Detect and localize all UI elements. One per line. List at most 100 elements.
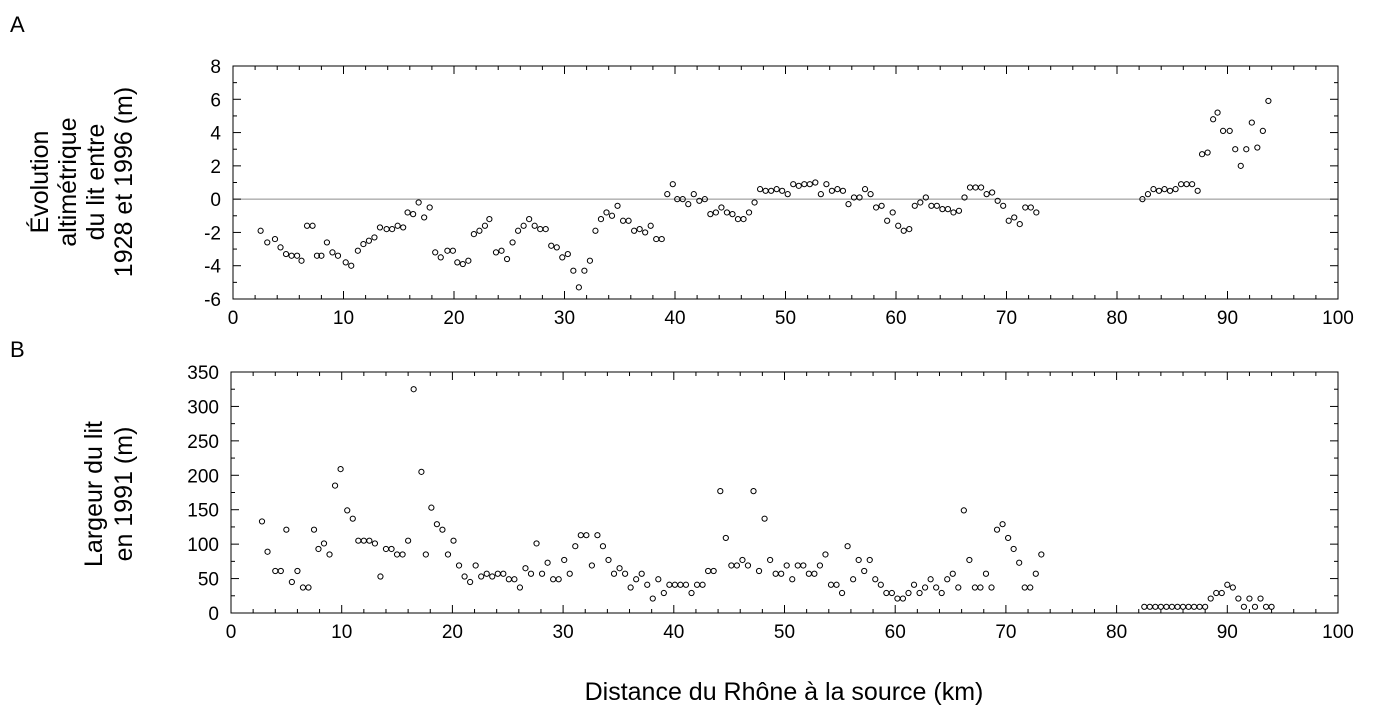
data-point-b xyxy=(1016,559,1023,566)
data-point-b xyxy=(1202,603,1209,610)
data-points-a xyxy=(257,97,1272,291)
data-point-b xyxy=(572,543,579,550)
data-point-b xyxy=(422,551,429,558)
data-point-b xyxy=(277,567,284,575)
data-point-a xyxy=(264,239,271,246)
panel-a: A Évolution altimétrique du lit entre 19… xyxy=(10,12,1354,329)
data-point-a xyxy=(376,224,384,231)
data-point-a xyxy=(966,184,974,191)
data-point-b xyxy=(478,573,485,580)
data-point-b xyxy=(489,573,496,580)
x-tick-label: 70 xyxy=(995,622,1016,643)
data-point-a xyxy=(421,214,428,221)
data-point-b xyxy=(1262,603,1270,610)
data-point-b xyxy=(921,584,929,591)
data-point-a xyxy=(1237,162,1244,169)
data-point-a xyxy=(329,249,336,256)
plot-frame-b xyxy=(230,371,1339,614)
data-point-a xyxy=(415,199,422,206)
data-point-a xyxy=(1210,116,1217,123)
data-point-b xyxy=(583,532,590,539)
data-point-b xyxy=(533,540,540,547)
data-point-a xyxy=(383,226,390,233)
data-point-a xyxy=(1139,196,1146,203)
data-point-b xyxy=(1235,595,1242,602)
data-point-b xyxy=(377,573,384,580)
data-point-a xyxy=(313,252,321,259)
data-point-b xyxy=(294,567,301,575)
data-point-b xyxy=(283,526,290,533)
data-point-b xyxy=(544,559,551,566)
data-point-a xyxy=(465,257,472,264)
data-point-a xyxy=(669,181,676,188)
data-point-b xyxy=(588,562,595,569)
data-point-a xyxy=(718,204,725,211)
data-point-a xyxy=(459,260,466,268)
data-point-b xyxy=(1032,570,1039,577)
data-point-b xyxy=(310,526,318,533)
data-point-b xyxy=(610,570,618,577)
x-tick-label: 10 xyxy=(331,622,352,643)
data-point-a xyxy=(498,247,505,254)
data-point-b xyxy=(827,581,835,588)
data-point-a xyxy=(288,252,295,259)
data-point-b xyxy=(472,562,479,569)
data-point-a xyxy=(1027,204,1034,211)
y-tick-label: 4 xyxy=(210,124,221,145)
data-point-a xyxy=(514,227,522,234)
data-point-b xyxy=(1213,589,1220,597)
data-point-a xyxy=(647,222,654,229)
y-tick-label: -6 xyxy=(204,290,221,311)
x-axis-label: Distance du Rhône à la source (km) xyxy=(585,678,984,706)
data-point-a xyxy=(481,222,489,229)
data-point-b xyxy=(393,551,401,558)
data-point-b xyxy=(288,578,295,586)
data-point-a xyxy=(928,202,935,209)
data-point-a xyxy=(564,250,571,258)
data-point-a xyxy=(712,209,719,216)
data-point-a xyxy=(597,216,605,223)
data-point-a xyxy=(404,209,411,216)
data-point-b xyxy=(527,570,535,577)
x-tick-label: 60 xyxy=(885,308,906,329)
data-point-b xyxy=(366,537,373,544)
data-point-b xyxy=(349,515,356,522)
data-point-a xyxy=(1166,187,1174,194)
y-axis-label-a: Évolution altimétrique du lit entre 1928… xyxy=(25,87,138,277)
data-point-a xyxy=(410,211,417,218)
data-point-b xyxy=(772,570,779,577)
data-point-a xyxy=(298,257,305,264)
data-point-a xyxy=(696,197,703,204)
x-tick-label: 80 xyxy=(1106,622,1127,643)
data-point-b xyxy=(783,562,790,569)
data-point-a xyxy=(823,181,830,188)
data-point-b xyxy=(1268,603,1275,610)
data-point-a xyxy=(636,226,643,233)
data-point-b xyxy=(744,562,752,569)
data-point-b xyxy=(811,570,818,577)
data-point-b xyxy=(621,570,629,577)
data-point-a xyxy=(486,216,493,223)
data-point-b xyxy=(944,576,951,583)
data-point-b xyxy=(872,576,879,583)
data-point-b xyxy=(755,567,763,575)
data-point-a xyxy=(342,259,349,266)
data-point-a xyxy=(1161,186,1168,193)
data-point-a xyxy=(323,239,331,246)
data-point-b xyxy=(982,570,990,577)
data-point-b xyxy=(733,562,740,569)
data-point-a xyxy=(817,191,824,198)
data-point-a xyxy=(371,234,378,241)
data-point-b xyxy=(399,551,406,558)
data-point-b xyxy=(455,562,463,569)
data-point-a xyxy=(1226,127,1233,135)
data-point-a xyxy=(603,209,610,216)
data-point-b xyxy=(500,570,507,577)
data-point-a xyxy=(360,240,367,248)
data-point-a xyxy=(1183,181,1190,188)
data-point-b xyxy=(838,589,846,597)
data-point-b xyxy=(816,562,824,569)
data-point-a xyxy=(437,254,444,261)
data-point-a xyxy=(690,191,697,198)
data-point-b xyxy=(1207,595,1214,602)
